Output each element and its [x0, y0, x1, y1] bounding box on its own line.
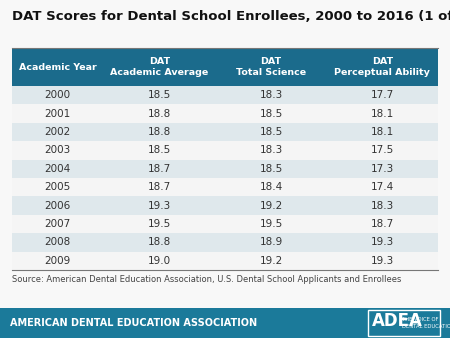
Text: 2006: 2006 — [45, 200, 71, 211]
Text: DAT
Academic Average: DAT Academic Average — [110, 57, 208, 77]
Text: 18.8: 18.8 — [148, 108, 171, 119]
Text: ADEA: ADEA — [372, 312, 423, 330]
Bar — [12, 233, 438, 251]
Text: AMERICAN DENTAL EDUCATION ASSOCIATION: AMERICAN DENTAL EDUCATION ASSOCIATION — [10, 318, 257, 328]
Text: 2000: 2000 — [45, 90, 71, 100]
Text: 18.5: 18.5 — [148, 90, 171, 100]
Bar — [12, 251, 438, 270]
Text: 17.7: 17.7 — [371, 90, 394, 100]
Text: 18.8: 18.8 — [148, 127, 171, 137]
Text: 19.0: 19.0 — [148, 256, 171, 266]
Text: 18.1: 18.1 — [371, 127, 394, 137]
Text: DAT
Total Science: DAT Total Science — [236, 57, 306, 77]
Text: 2002: 2002 — [45, 127, 71, 137]
Text: 19.5: 19.5 — [148, 219, 171, 229]
Text: 18.3: 18.3 — [371, 200, 394, 211]
Text: 2004: 2004 — [45, 164, 71, 174]
Text: 2009: 2009 — [45, 256, 71, 266]
Text: 18.1: 18.1 — [371, 108, 394, 119]
Text: THE VOICE OF
DENTAL EDUCATION: THE VOICE OF DENTAL EDUCATION — [402, 317, 450, 329]
Text: 18.5: 18.5 — [259, 164, 283, 174]
Text: 17.4: 17.4 — [371, 182, 394, 192]
Text: Source: American Dental Education Association, U.S. Dental School Applicants and: Source: American Dental Education Associ… — [12, 275, 401, 284]
Text: 19.3: 19.3 — [371, 237, 394, 247]
Bar — [12, 123, 438, 141]
Text: 18.4: 18.4 — [259, 182, 283, 192]
Text: 18.7: 18.7 — [371, 219, 394, 229]
Bar — [12, 196, 438, 215]
Text: 2008: 2008 — [45, 237, 71, 247]
Text: 2003: 2003 — [45, 145, 71, 155]
Text: 18.7: 18.7 — [148, 164, 171, 174]
Text: 2007: 2007 — [45, 219, 71, 229]
Text: 19.2: 19.2 — [259, 200, 283, 211]
Text: 18.3: 18.3 — [259, 145, 283, 155]
Text: 18.3: 18.3 — [259, 90, 283, 100]
Text: 19.3: 19.3 — [371, 256, 394, 266]
Text: DAT Scores for Dental School Enrollees, 2000 to 2016 (1 of 2): DAT Scores for Dental School Enrollees, … — [12, 10, 450, 23]
Text: Academic Year: Academic Year — [19, 63, 97, 72]
Text: 2005: 2005 — [45, 182, 71, 192]
Bar — [12, 141, 438, 160]
Text: 18.5: 18.5 — [148, 145, 171, 155]
Bar — [12, 86, 438, 104]
Bar — [12, 48, 438, 86]
Bar — [12, 104, 438, 123]
Text: 17.3: 17.3 — [371, 164, 394, 174]
Text: 18.9: 18.9 — [259, 237, 283, 247]
Text: DAT
Perceptual Ability: DAT Perceptual Ability — [334, 57, 430, 77]
Text: 18.5: 18.5 — [259, 127, 283, 137]
Text: 2001: 2001 — [45, 108, 71, 119]
Text: 19.3: 19.3 — [148, 200, 171, 211]
Text: 19.5: 19.5 — [259, 219, 283, 229]
Bar — [0, 308, 450, 338]
Bar — [12, 160, 438, 178]
Text: 18.7: 18.7 — [148, 182, 171, 192]
Text: 18.5: 18.5 — [259, 108, 283, 119]
Bar — [368, 310, 440, 336]
Bar — [12, 215, 438, 233]
Bar — [12, 178, 438, 196]
Text: 17.5: 17.5 — [371, 145, 394, 155]
Text: 19.2: 19.2 — [259, 256, 283, 266]
Text: 18.8: 18.8 — [148, 237, 171, 247]
